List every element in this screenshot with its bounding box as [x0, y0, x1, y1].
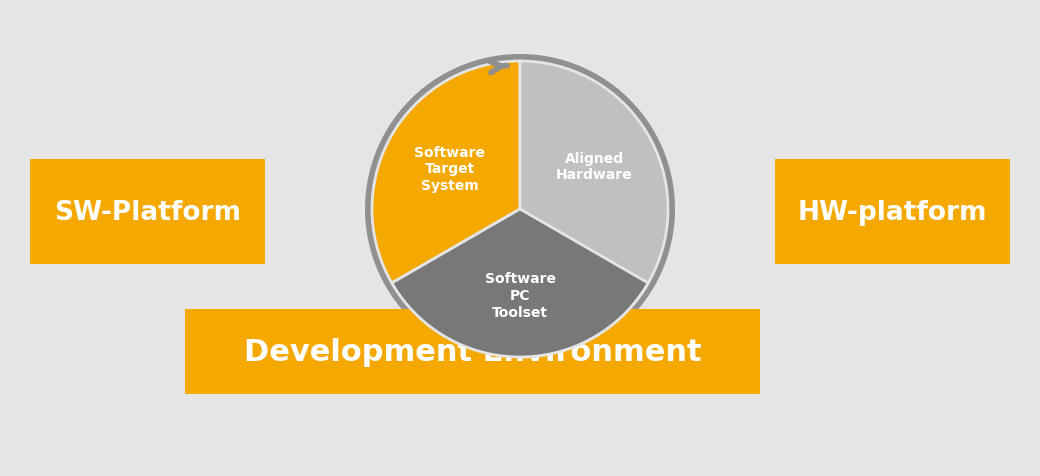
Bar [775, 159, 1010, 265]
Polygon shape [392, 209, 648, 357]
Polygon shape [365, 55, 675, 364]
Bar [185, 309, 760, 394]
Text: Software
PC
Toolset: Software PC Toolset [485, 271, 555, 319]
Text: Aligned
Hardware: Aligned Hardware [556, 151, 632, 182]
Bar [30, 159, 265, 265]
Text: HW-platform: HW-platform [798, 199, 987, 225]
Text: Software
Target
System: Software Target System [414, 145, 485, 193]
Text: Development Environment: Development Environment [243, 337, 701, 366]
Polygon shape [520, 62, 668, 357]
Polygon shape [372, 62, 520, 283]
Text: SW-Platform: SW-Platform [54, 199, 241, 225]
